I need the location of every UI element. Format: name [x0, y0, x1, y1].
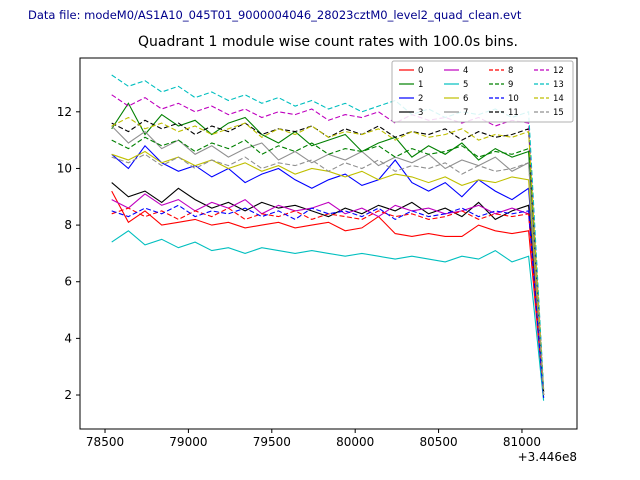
legend-label-9: 9 — [508, 80, 513, 90]
chart-title: Quadrant 1 module wise count rates with … — [138, 34, 518, 50]
y-tick-label: 8 — [64, 218, 72, 232]
series-line-8 — [111, 207, 545, 396]
legend-label-6: 6 — [463, 94, 468, 104]
series-line-10 — [111, 204, 545, 398]
series-line-11 — [111, 119, 545, 393]
legend-label-12: 12 — [553, 66, 564, 76]
legend-label-4: 4 — [463, 66, 468, 76]
series-line-14 — [111, 116, 545, 393]
axes-frame — [79, 57, 578, 430]
legend-label-8: 8 — [508, 66, 513, 76]
y-tick-label: 12 — [57, 105, 72, 119]
series-line-5 — [111, 230, 545, 401]
series-line-15 — [111, 153, 545, 396]
plot-area: 78500 79000 79500 80000 80500 810002468101201… — [57, 57, 578, 449]
series-line-9 — [111, 136, 545, 396]
y-tick-label: 6 — [64, 275, 72, 289]
legend-label-14: 14 — [553, 94, 564, 104]
y-tick-label: 4 — [64, 331, 72, 345]
series-line-1 — [111, 102, 545, 393]
legend-label-15: 15 — [553, 108, 564, 118]
legend-label-7: 7 — [463, 108, 468, 118]
x-tick-label: 81000 — [503, 435, 541, 449]
legend-label-1: 1 — [418, 80, 423, 90]
legend-label-13: 13 — [553, 80, 564, 90]
series-line-6 — [111, 150, 545, 396]
legend-label-2: 2 — [418, 94, 423, 104]
series-line-2 — [111, 144, 545, 396]
x-tick-label: 80500 — [419, 435, 457, 449]
y-tick-label: 10 — [57, 161, 72, 175]
x-tick-label: 80000 — [336, 435, 374, 449]
series-line-0 — [111, 190, 545, 396]
legend-label-0: 0 — [418, 66, 423, 76]
data-file-label: Data file: modeM0/AS1A10_045T01_90000040… — [28, 8, 522, 22]
x-axis-offset-label: +3.446e8 — [518, 450, 577, 464]
series-line-3 — [111, 182, 545, 398]
legend-label-11: 11 — [508, 108, 519, 118]
legend-box — [391, 60, 574, 123]
x-tick-label: 79000 — [169, 435, 207, 449]
series-line-12 — [111, 94, 545, 390]
x-tick-label: 78500 — [86, 435, 124, 449]
legend-label-3: 3 — [418, 108, 423, 118]
y-tick-label: 2 — [64, 388, 72, 402]
series-line-4 — [111, 193, 545, 396]
legend-label-10: 10 — [508, 94, 519, 104]
legend-label-5: 5 — [463, 80, 468, 90]
x-tick-label: 79500 — [253, 435, 291, 449]
